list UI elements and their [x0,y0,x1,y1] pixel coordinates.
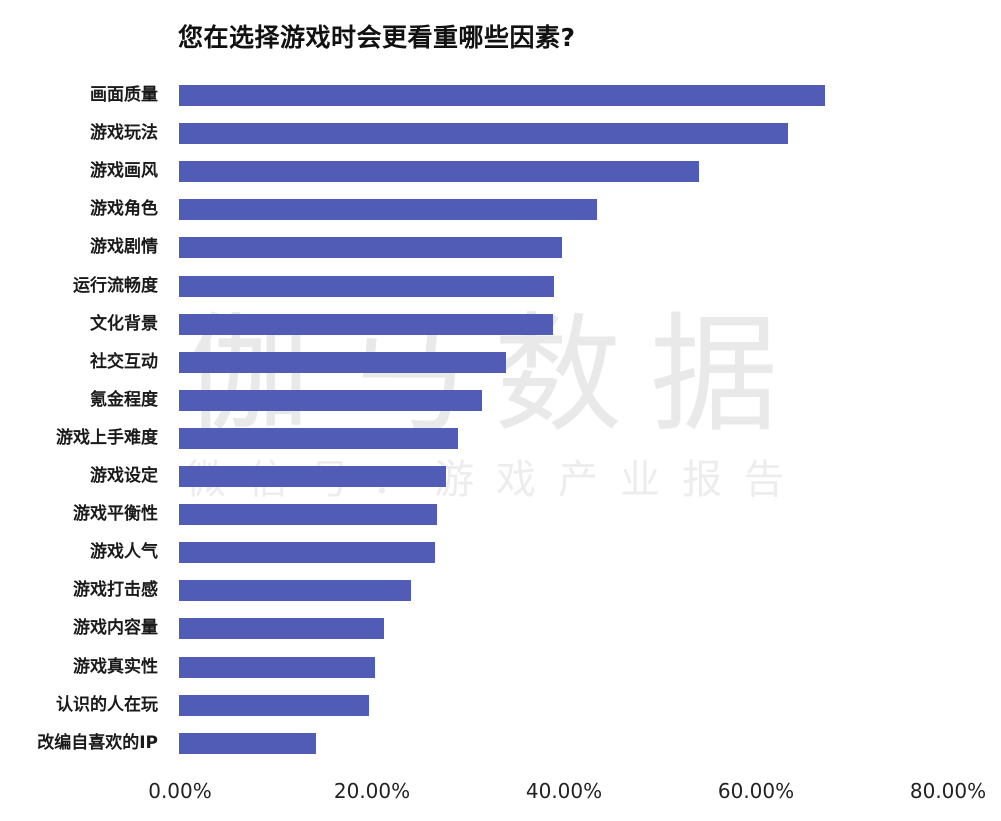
bar-row: 游戏剧情 [0,237,1001,259]
bar [179,237,563,259]
bar-row: 游戏平衡性 [0,504,1001,526]
category-label: 游戏打击感 [73,580,158,601]
bar [179,161,700,183]
category-label: 游戏人气 [90,542,158,563]
bar-row: 社交互动 [0,351,1001,373]
bar-row: 游戏上手难度 [0,427,1001,449]
bar [179,389,483,411]
category-label: 画面质量 [90,85,158,105]
bar-row: 游戏内容量 [0,618,1001,640]
chart-title: 您在选择游戏时会更看重哪些因素? [178,23,576,52]
bar [179,275,555,297]
bar [179,618,385,640]
category-label: 游戏真实性 [73,656,158,677]
bar [179,504,438,526]
category-label: 改编自喜欢的IP [37,732,158,753]
category-label: 游戏玩法 [90,123,158,144]
x-tick-label: 0.00% [148,779,212,803]
bar-row: 认识的人在玩 [0,694,1001,716]
x-tick-label: 60.00% [717,779,795,803]
bar [179,351,507,373]
bar [179,542,436,564]
bar-row: 文化背景 [0,313,1001,335]
bar [179,656,375,678]
bar [179,466,446,487]
bar-row: 游戏玩法 [0,123,1001,145]
x-tick-label: 20.00% [333,779,411,803]
category-label: 游戏角色 [90,199,158,220]
category-label: 游戏内容量 [73,618,158,639]
category-label: 游戏平衡性 [73,504,158,525]
bar-row: 游戏真实性 [0,656,1001,678]
category-label: 游戏剧情 [90,237,158,258]
category-label: 文化背景 [90,313,158,334]
bar-row: 游戏打击感 [0,580,1001,602]
x-tick-label: 80.00% [909,779,987,803]
bar [179,313,554,335]
x-tick-label: 40.00% [525,779,603,803]
category-label: 游戏上手难度 [56,427,158,448]
bar-row: 氪金程度 [0,389,1001,411]
bar [179,580,412,602]
bar-row: 改编自喜欢的IP [0,732,1001,754]
category-label: 认识的人在玩 [56,694,158,715]
bar [179,199,597,221]
bar-row: 运行流畅度 [0,275,1001,297]
bar-row: 游戏画风 [0,161,1001,183]
bar-row: 游戏设定 [0,466,1001,487]
bar [179,85,826,106]
bar [179,732,317,754]
bar-row: 画面质量 [0,85,1001,106]
category-label: 氪金程度 [90,389,158,410]
category-label: 运行流畅度 [73,275,158,296]
bar [179,123,788,145]
category-label: 社交互动 [90,351,158,372]
bar [179,694,370,716]
category-label: 游戏画风 [90,161,158,182]
bar-row: 游戏角色 [0,199,1001,221]
bar [179,427,459,449]
bar-row: 游戏人气 [0,542,1001,564]
category-label: 游戏设定 [90,466,158,486]
